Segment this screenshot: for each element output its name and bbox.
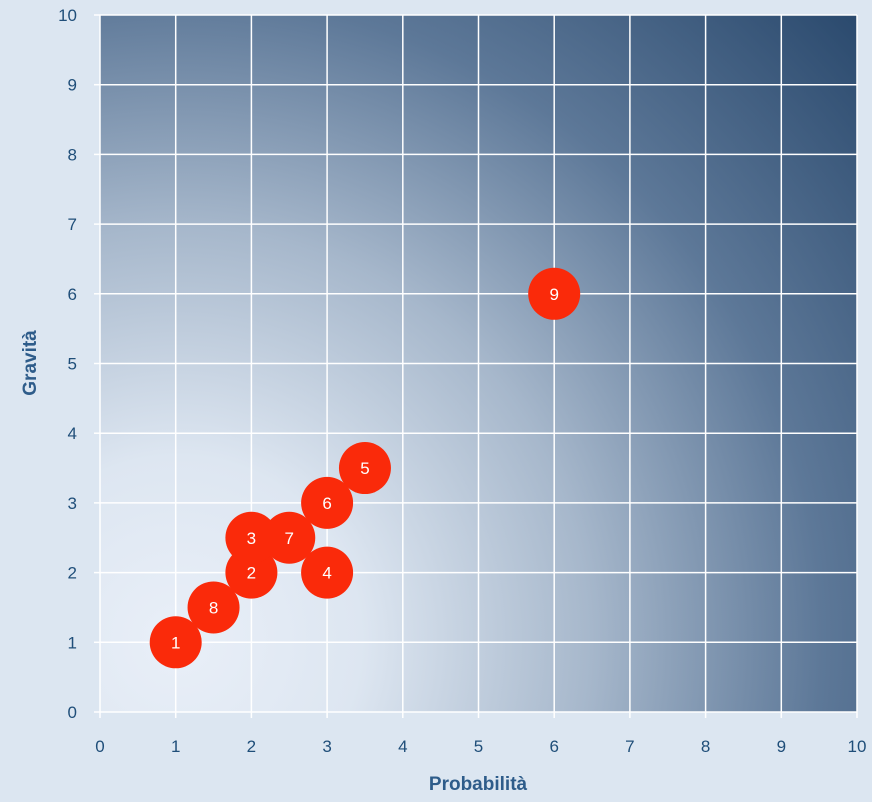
point-marker: [225, 511, 278, 564]
x-tick-labels: 0 1 2 3 4 5 6 7 8 9 10: [95, 737, 866, 756]
point-label: 6: [322, 494, 331, 513]
point-label: 4: [322, 564, 331, 583]
point-marker: [263, 511, 316, 564]
point-marker: [149, 616, 202, 669]
x-tick-label: 9: [777, 737, 786, 756]
point-label: 5: [360, 459, 369, 478]
point-label: 9: [549, 285, 558, 304]
point-label: 7: [285, 529, 294, 548]
y-tick-label: 10: [58, 6, 77, 25]
y-tick-label: 7: [68, 215, 77, 234]
y-tick-label: 1: [68, 633, 77, 652]
y-tick-labels: 0 1 2 3 4 5 6 7 8 9 10: [58, 6, 77, 722]
point-label: 8: [209, 598, 218, 617]
x-axis-title: Probabilità: [429, 774, 528, 795]
y-tick-label: 6: [68, 285, 77, 304]
x-tick-label: 5: [474, 737, 483, 756]
data-point-8: 8: [187, 581, 240, 634]
point-label: 3: [247, 529, 256, 548]
x-tick-label: 1: [171, 737, 180, 756]
x-tick-label: 2: [247, 737, 256, 756]
data-point-4: 4: [301, 546, 354, 599]
gridlines: [100, 14, 858, 712]
y-tick-label: 4: [68, 424, 77, 443]
point-marker: [301, 546, 354, 599]
y-tick-label: 0: [68, 703, 77, 722]
point-label: 2: [247, 564, 256, 583]
data-point-9: 9: [528, 267, 581, 320]
x-tick-label: 0: [95, 737, 104, 756]
point-label: 1: [171, 633, 180, 652]
x-tick-label: 8: [701, 737, 710, 756]
x-tick-label: 4: [398, 737, 407, 756]
point-marker: [301, 476, 354, 529]
point-marker: [338, 442, 391, 495]
data-point-7: 7: [263, 511, 316, 564]
y-axis-title: Gravità: [20, 330, 41, 396]
y-tick-label: 8: [68, 145, 77, 164]
point-marker: [528, 267, 581, 320]
x-tick-label: 10: [848, 737, 867, 756]
data-point-3: 3: [225, 511, 278, 564]
data-point-1: 1: [149, 616, 202, 669]
y-tick-label: 2: [68, 564, 77, 583]
x-tick-label: 7: [625, 737, 634, 756]
y-tick-label: 3: [68, 494, 77, 513]
data-points: 1 2 3 4 5 6 7 8 9: [149, 267, 581, 669]
y-tick-label: 9: [68, 76, 77, 95]
point-marker: [187, 581, 240, 634]
axes: [94, 14, 858, 718]
y-tick-label: 5: [68, 355, 77, 374]
x-tick-label: 3: [322, 737, 331, 756]
x-tick-label: 6: [549, 737, 558, 756]
data-point-5: 5: [338, 442, 391, 495]
data-point-6: 6: [301, 476, 354, 529]
